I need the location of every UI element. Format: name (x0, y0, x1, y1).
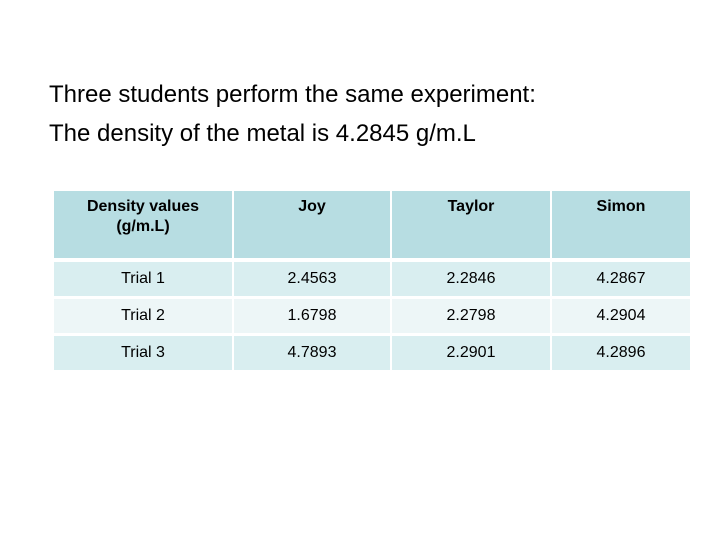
trial-label: Trial 2 (54, 299, 234, 336)
table-header: Density values (g/m.L) Joy Taylor Simon (54, 191, 690, 262)
cell-value: 4.2867 (552, 262, 690, 299)
header-label-line-1: Density values (86, 198, 200, 215)
table-body: Trial 1 2.4563 2.2846 4.2867 Trial 2 1.6… (54, 262, 690, 373)
cell-value: 2.2846 (392, 262, 552, 299)
intro-text: Three students perform the same experime… (49, 75, 689, 153)
header-density-values: Density values (g/m.L) (54, 191, 234, 262)
cell-value: 2.2901 (392, 336, 552, 373)
intro-line-1: Three students perform the same experime… (49, 81, 536, 108)
table-row: Trial 3 4.7893 2.2901 4.2896 (54, 336, 690, 373)
cell-value: 1.6798 (234, 299, 392, 336)
cell-value: 2.4563 (234, 262, 392, 299)
table-row: Trial 2 1.6798 2.2798 4.2904 (54, 299, 690, 336)
header-row: Density values (g/m.L) Joy Taylor Simon (54, 191, 690, 262)
trial-label: Trial 1 (54, 262, 234, 299)
cell-value: 4.2904 (552, 299, 690, 336)
intro-line-2: The density of the metal is 4.2845 g/m.L (49, 120, 476, 147)
cell-value: 4.2896 (552, 336, 690, 373)
cell-value: 4.7893 (234, 336, 392, 373)
table-row: Trial 1 2.4563 2.2846 4.2867 (54, 262, 690, 299)
density-table: Density values (g/m.L) Joy Taylor Simon … (54, 191, 690, 373)
header-student-joy: Joy (234, 191, 392, 262)
trial-label: Trial 3 (54, 336, 234, 373)
header-label-line-2: (g/m.L) (116, 218, 170, 235)
header-student-simon: Simon (552, 191, 690, 262)
header-student-taylor: Taylor (392, 191, 552, 262)
cell-value: 2.2798 (392, 299, 552, 336)
